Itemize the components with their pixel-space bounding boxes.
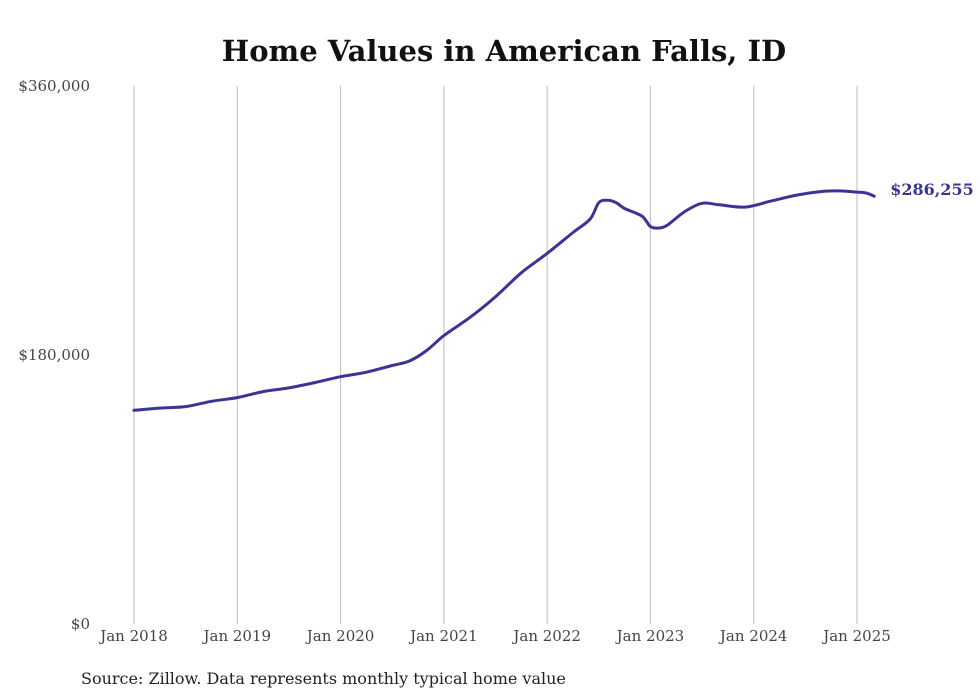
x-tick-label: Jan 2023 (615, 627, 685, 645)
y-tick-label: $0 (71, 615, 90, 633)
x-tick-label: Jan 2022 (511, 627, 581, 645)
gridlines (133, 86, 858, 624)
x-tick-label: Jan 2018 (98, 627, 168, 645)
x-tick-label: Jan 2019 (202, 627, 272, 645)
source-note: Source: Zillow. Data represents monthly … (81, 669, 566, 688)
x-tick-label: Jan 2021 (408, 627, 478, 645)
chart-title: Home Values in American Falls, ID (222, 34, 786, 68)
series-line (132, 189, 876, 412)
y-tick-label: $180,000 (18, 346, 90, 364)
x-tick-label: Jan 2020 (305, 627, 375, 645)
x-tick-label: Jan 2024 (718, 627, 788, 645)
x-axis: Jan 2018 Jan 2019 Jan 2020 Jan 2021 Jan 2022… (98, 627, 891, 645)
end-value-label: $286,255 (890, 180, 974, 199)
x-tick-label: Jan 2025 (821, 627, 891, 645)
y-tick-label: $360,000 (18, 77, 90, 95)
y-axis: $360,000 $180,000 $0 (18, 77, 90, 633)
